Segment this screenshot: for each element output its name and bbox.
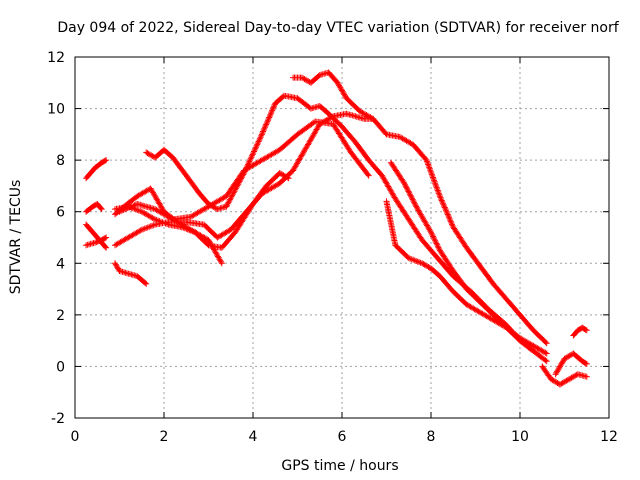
scatter-markers <box>552 350 590 378</box>
y-axis-label: SDTVAR / TECUs <box>8 180 24 295</box>
y-tick-label: 0 <box>56 359 65 375</box>
series-satellite-track-N <box>383 198 537 354</box>
y-tick-label: 10 <box>47 102 65 118</box>
scatter-markers <box>570 324 590 339</box>
series-satellite-track-A <box>83 157 110 182</box>
x-tick-label: 8 <box>427 429 436 445</box>
series-satellite-track-I <box>143 146 230 213</box>
axis-ticks <box>74 56 610 419</box>
grid-lines <box>75 57 609 418</box>
x-tick-label: 4 <box>249 429 258 445</box>
series-satellite-track-E <box>112 260 150 287</box>
x-axis-label: GPS time / hours <box>281 458 398 474</box>
scatter-markers <box>383 198 537 354</box>
series-satellite-track-P <box>552 350 590 378</box>
series-satellite-track-G <box>112 170 292 251</box>
scatter-markers <box>112 170 292 251</box>
y-tick-label: -2 <box>51 411 65 427</box>
x-tick-label: 10 <box>511 429 529 445</box>
chart-title: Day 094 of 2022, Sidereal Day-to-day VTE… <box>57 20 619 36</box>
series-satellite-track-D <box>83 234 110 249</box>
series-satellite-track-O <box>539 363 590 388</box>
x-tick-label: 2 <box>160 429 169 445</box>
scatter-markers <box>143 146 230 213</box>
y-tick-label: 8 <box>56 153 65 169</box>
scatter-markers <box>539 363 590 388</box>
y-tick-label: 12 <box>47 50 65 66</box>
x-tick-label: 0 <box>71 429 80 445</box>
tick-labels: 0 2 4 6 8 10 12 -2 0 2 4 6 8 10 12 <box>47 50 618 445</box>
x-tick-label: 6 <box>338 429 347 445</box>
series-satellite-track-B <box>83 201 105 215</box>
y-tick-label: 2 <box>56 308 65 324</box>
scatter-markers <box>83 157 110 182</box>
scatter-markers <box>112 260 150 287</box>
series-satellite-track-L <box>290 69 550 347</box>
data-points <box>83 69 590 388</box>
scatter-markers <box>290 69 550 347</box>
x-tick-label: 12 <box>600 429 618 445</box>
y-tick-label: 6 <box>56 205 65 221</box>
y-tick-label: 4 <box>56 256 65 272</box>
scatter-markers <box>83 234 110 249</box>
scatter-markers <box>83 201 105 215</box>
series-satellite-track-Q <box>570 324 590 339</box>
